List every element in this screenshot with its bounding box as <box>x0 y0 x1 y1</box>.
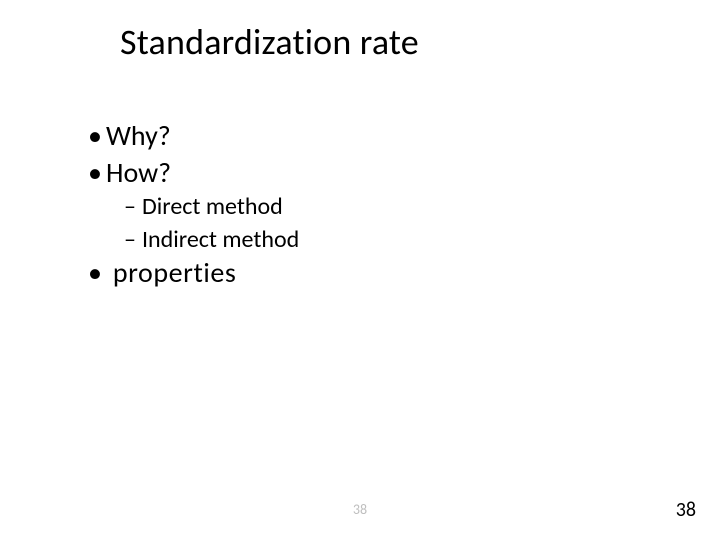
slide: Standardization rate •Why? •How? –Direct… <box>0 0 720 540</box>
subbullet-indirect: –Indirect method <box>124 225 648 256</box>
footer-page-center: 38 <box>0 501 720 518</box>
bullet-properties: • properties <box>88 255 648 290</box>
slide-title: Standardization rate <box>120 20 419 64</box>
bullet-dot-icon: • <box>88 255 106 290</box>
bullet-text: Direct method <box>142 192 283 221</box>
bullet-text: Indirect method <box>142 225 299 254</box>
dash-icon: – <box>124 192 142 223</box>
bullet-text: Why? <box>106 118 171 153</box>
bullet-text: properties <box>106 255 236 290</box>
dash-icon: – <box>124 225 142 256</box>
bullet-how: •How? <box>88 155 648 190</box>
subbullet-direct: –Direct method <box>124 192 648 223</box>
slide-body: •Why? •How? –Direct method –Indirect met… <box>88 118 648 292</box>
bullet-dot-icon: • <box>88 155 106 190</box>
footer-page-right: 38 <box>676 498 696 522</box>
bullet-text: How? <box>106 155 171 190</box>
bullet-why: •Why? <box>88 118 648 153</box>
bullet-dot-icon: • <box>88 118 106 153</box>
